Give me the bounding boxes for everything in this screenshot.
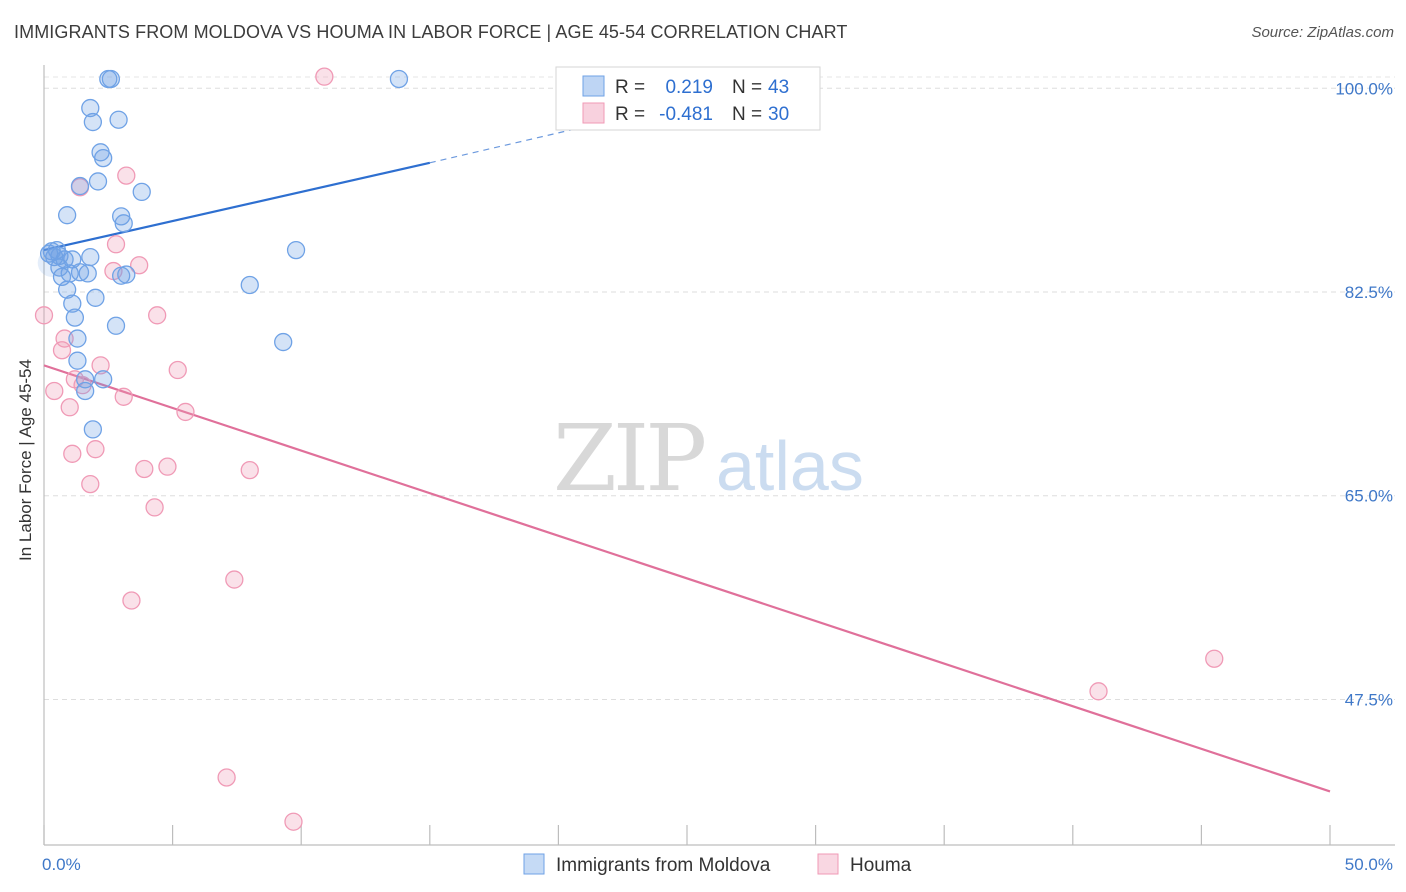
point-moldova	[274, 332, 293, 352]
point-moldova	[94, 370, 113, 389]
point-moldova	[70, 263, 90, 282]
y-tick-label: 82.5%	[1345, 283, 1393, 302]
point-houma	[81, 474, 100, 494]
point-houma	[240, 460, 259, 480]
point-houma	[106, 235, 126, 254]
point-houma	[122, 591, 141, 610]
legend-item-moldova-label: Immigrants from Moldova	[556, 855, 771, 876]
stats-n-value: 30	[768, 104, 789, 125]
grid-lines	[44, 76, 1395, 700]
point-cluster-moldova	[37, 248, 66, 277]
point-moldova	[83, 420, 103, 439]
stats-r-value: -0.481	[659, 104, 713, 125]
point-moldova	[94, 148, 113, 168]
point-houma	[34, 306, 54, 325]
point-houma	[52, 341, 72, 360]
point-moldova	[76, 381, 95, 401]
stats-n-value: 43	[768, 77, 789, 98]
point-houma	[315, 67, 334, 86]
scatter-points	[34, 67, 1224, 831]
watermark-zip: ZIP	[553, 405, 704, 512]
point-houma	[55, 329, 74, 348]
point-houma	[117, 166, 136, 185]
point-houma	[114, 387, 133, 406]
point-houma	[1205, 649, 1224, 668]
point-houma	[145, 498, 164, 517]
point-houma	[284, 812, 303, 831]
chart-source: Source: ZipAtlas.com	[1251, 24, 1394, 41]
point-houma	[135, 459, 154, 479]
stats-r-value: 0.219	[665, 77, 713, 98]
point-moldova	[240, 275, 259, 295]
x-tick-label-min: 0.0%	[42, 855, 81, 874]
point-moldova	[68, 329, 87, 348]
point-moldova	[57, 206, 77, 225]
point-moldova	[117, 265, 136, 284]
y-tick-label: 100.0%	[1335, 79, 1393, 98]
point-moldova	[109, 110, 128, 129]
point-houma	[86, 440, 105, 459]
point-moldova	[81, 98, 100, 118]
y-tick-label: 47.5%	[1345, 690, 1393, 709]
point-houma	[91, 356, 110, 375]
point-moldova	[286, 240, 306, 260]
point-moldova	[88, 172, 108, 191]
point-houma	[45, 381, 64, 401]
chart-title: IMMIGRANTS FROM MOLDOVA VS HOUMA IN LABO…	[14, 22, 848, 42]
legend-item-moldova-swatch	[523, 853, 545, 875]
point-moldova	[68, 351, 87, 370]
trend-line-houma	[43, 364, 1331, 793]
point-moldova	[81, 247, 100, 267]
legend-item-houma-label: Houma	[850, 855, 912, 876]
stats-r-label: R =	[615, 77, 645, 98]
stats-box: R = 0.219 N = 43 R = -0.481 N = 30	[555, 66, 821, 131]
point-moldova	[78, 264, 97, 283]
point-moldova	[70, 176, 90, 196]
point-houma	[225, 570, 244, 589]
watermark: ZIP atlas	[553, 405, 864, 512]
point-houma	[130, 256, 149, 275]
point-houma	[60, 398, 79, 417]
point-moldova	[106, 316, 126, 335]
stats-swatch-moldova	[582, 75, 605, 97]
point-moldova	[65, 308, 85, 327]
point-moldova	[86, 288, 105, 307]
point-houma	[63, 444, 82, 463]
point-moldova	[101, 69, 121, 89]
point-moldova	[132, 182, 151, 202]
trend-line-moldova	[43, 161, 431, 252]
x-tick-label-max: 50.0%	[1345, 855, 1393, 874]
point-moldova	[112, 207, 131, 226]
point-houma	[158, 457, 177, 476]
legend: Immigrants from Moldova Houma	[523, 853, 912, 876]
point-houma	[148, 306, 167, 325]
legend-item-houma-swatch	[817, 853, 839, 875]
point-moldova	[114, 214, 133, 233]
stats-r-label: R =	[615, 104, 645, 125]
point-moldova	[55, 250, 74, 269]
point-moldova	[389, 69, 409, 89]
stats-box-frame	[555, 66, 821, 131]
point-houma	[176, 402, 195, 422]
point-houma	[168, 360, 187, 380]
stats-n-label: N =	[732, 104, 762, 125]
axes: 47.5% 65.0% 82.5% 100.0% 0.0% 50.0%	[42, 65, 1395, 874]
y-tick-label: 65.0%	[1345, 487, 1393, 506]
stats-n-label: N =	[732, 77, 762, 98]
point-moldova	[63, 294, 82, 313]
point-houma	[217, 768, 236, 787]
stats-swatch-houma	[582, 102, 605, 124]
watermark-atlas: atlas	[716, 427, 864, 505]
point-houma	[1089, 682, 1108, 701]
point-moldova	[83, 112, 103, 132]
